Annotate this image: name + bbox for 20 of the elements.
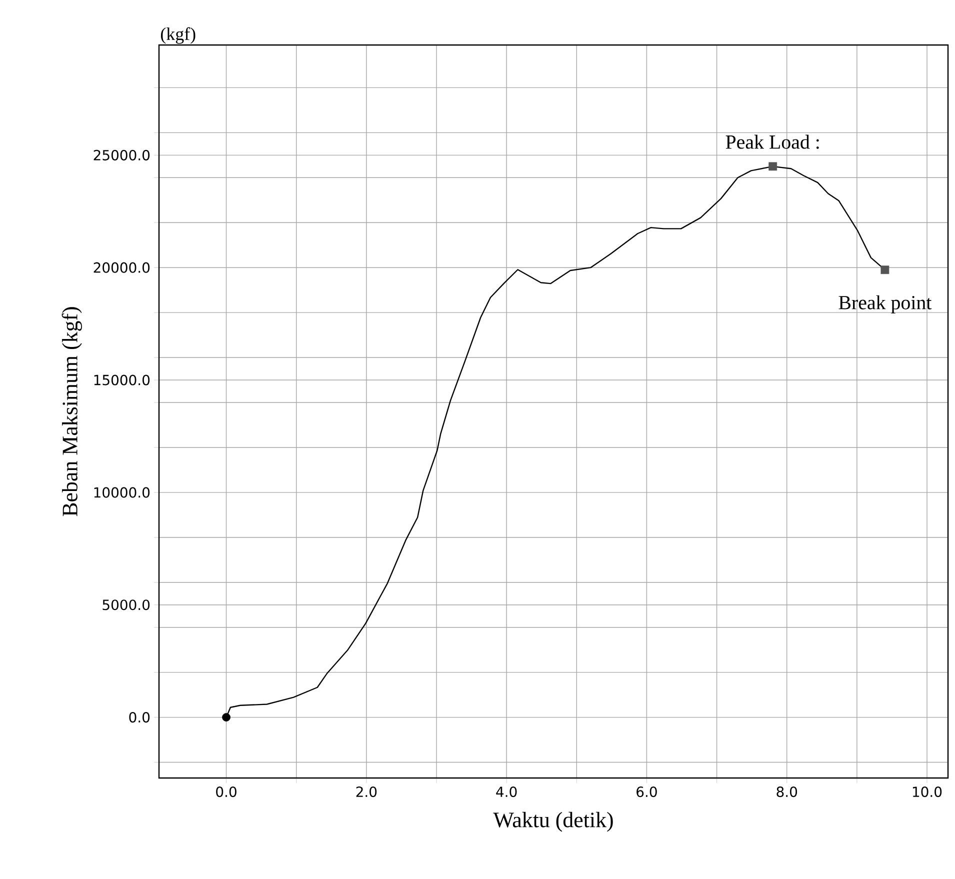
y-tick-label: 20000.0 bbox=[94, 262, 150, 273]
x-tick-label: 8.0 bbox=[776, 786, 798, 798]
y-tick-label: 5000.0 bbox=[102, 600, 150, 610]
annotation: Break point bbox=[838, 295, 932, 314]
text: (kgf) bbox=[160, 27, 196, 44]
x-axis-title: Waktu (detik) bbox=[493, 812, 613, 832]
annotation: Peak Load : bbox=[726, 134, 819, 149]
y-tick-label: 25000.0 bbox=[94, 150, 150, 160]
x-tick-label: 6.0 bbox=[636, 786, 657, 798]
y-tick-label: 15000.0 bbox=[94, 374, 150, 386]
x-tick-label: 4.0 bbox=[496, 786, 517, 798]
point bbox=[880, 266, 890, 274]
y-tick-label: 10000.0 bbox=[94, 487, 150, 498]
x-tick-label: 10.0 bbox=[912, 786, 942, 798]
point bbox=[222, 713, 230, 722]
x-tick-label: 0.0 bbox=[216, 786, 236, 798]
y-axis-title: Beban Maksimum (kgf) bbox=[62, 307, 82, 516]
y-tick-label: 0.0 bbox=[129, 712, 150, 723]
x-tick-label: 2.0 bbox=[356, 786, 377, 798]
point bbox=[768, 162, 778, 171]
